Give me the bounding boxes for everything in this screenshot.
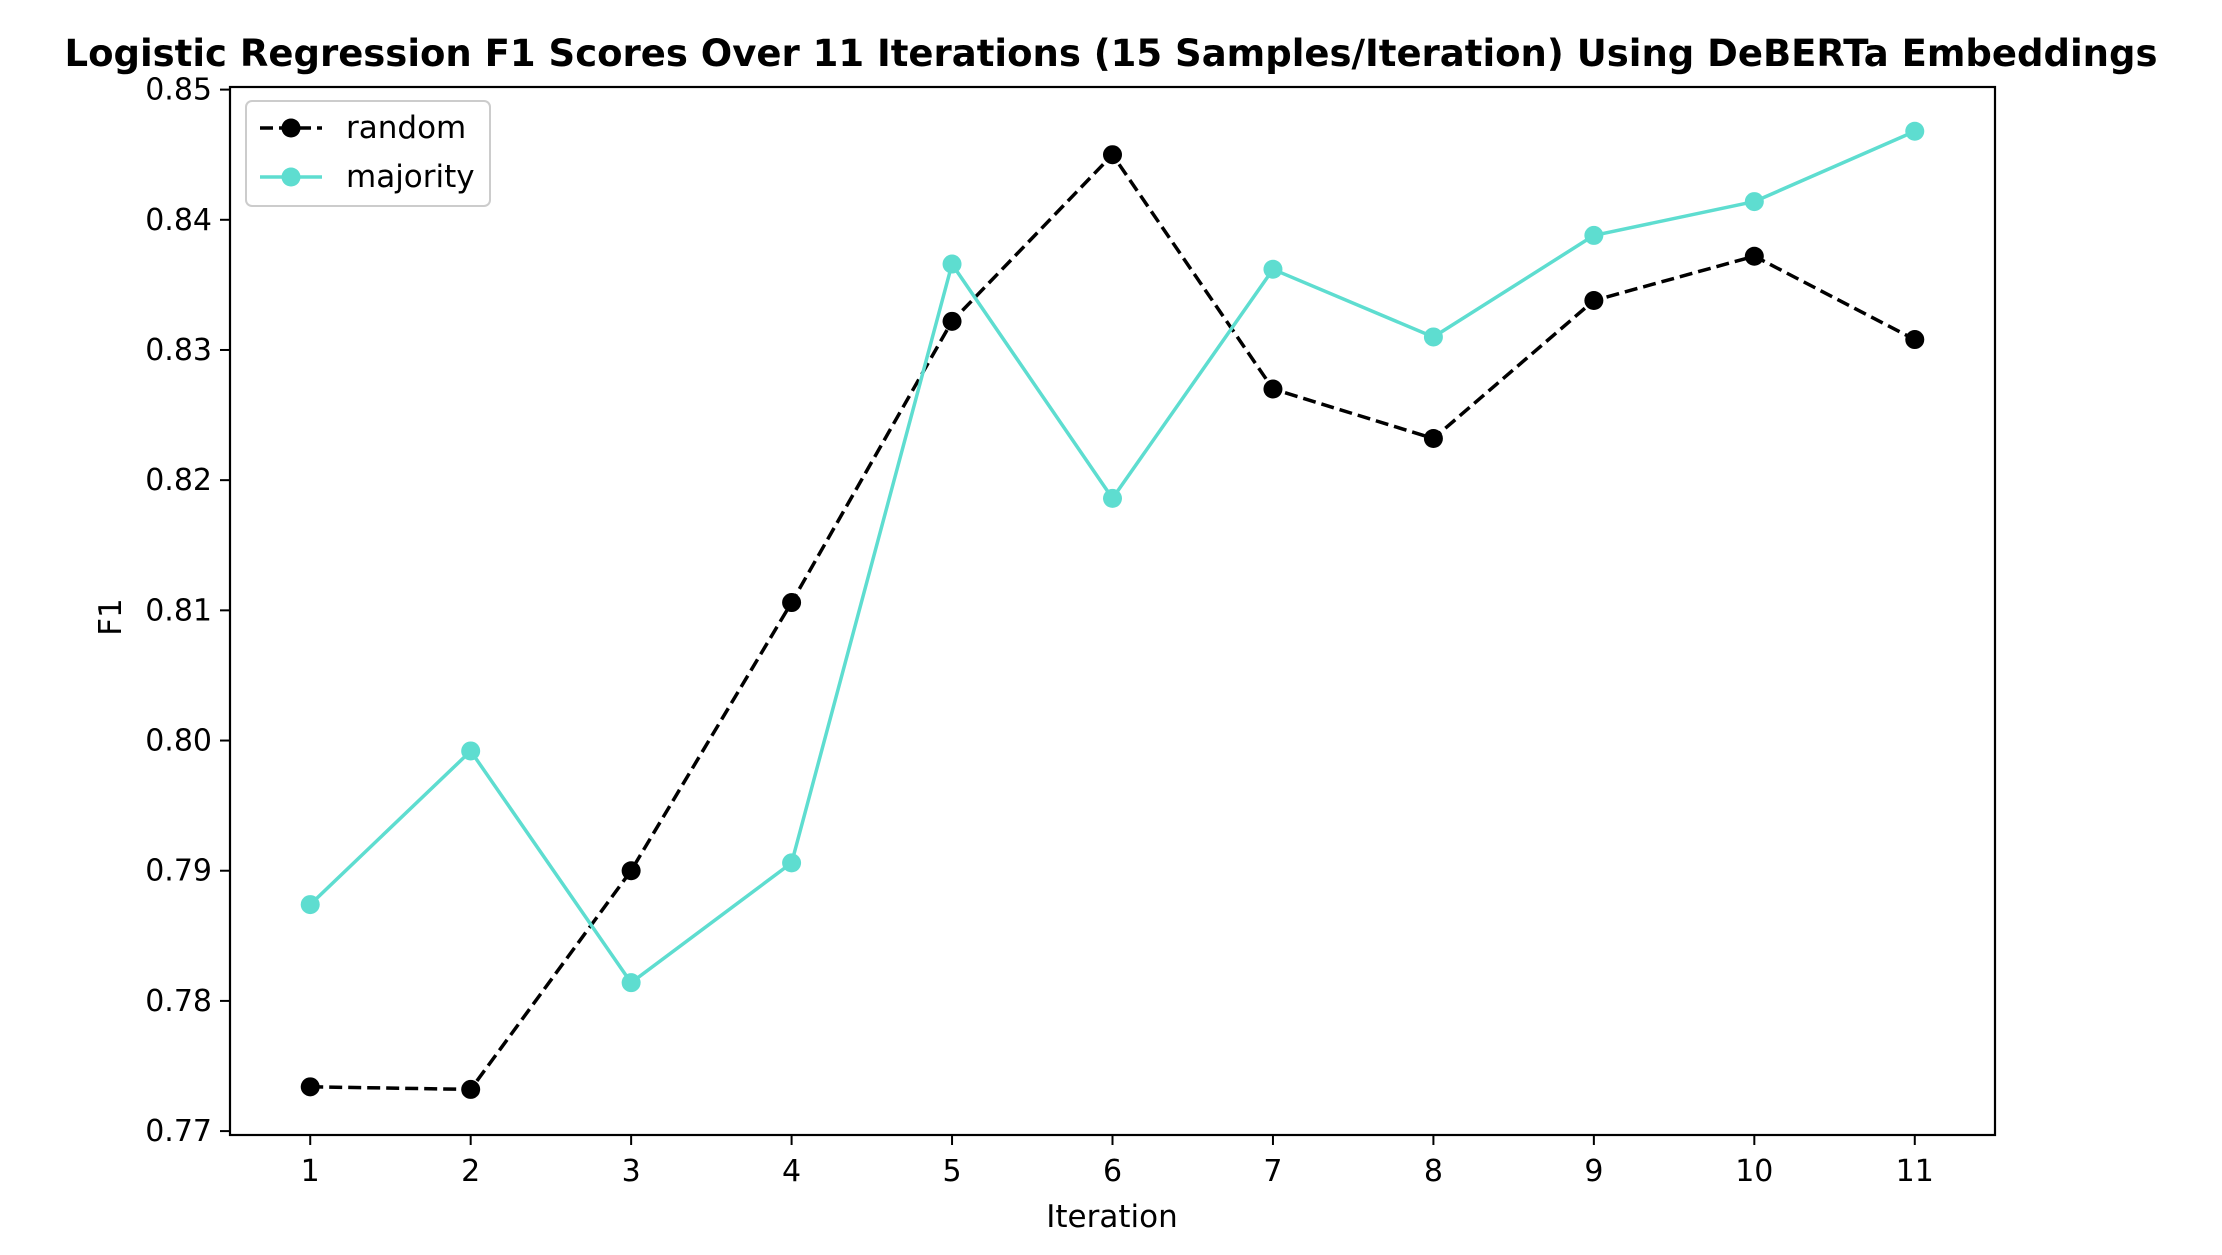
series-layer [300,121,1925,1099]
x-tick-label: 3 [622,1154,641,1189]
data-point-majority [782,853,802,873]
legend-label-majority: majority [346,159,475,195]
data-point-majority [1744,192,1764,212]
x-tick-label: 7 [1263,1154,1282,1189]
x-tick-label: 2 [461,1154,480,1189]
y-tick-label: 0.82 [145,463,212,498]
x-tick-label: 10 [1735,1154,1773,1189]
legend-entry-random: random [260,110,466,146]
series-random [300,145,1925,1099]
data-point-random [1263,379,1283,399]
y-tick-label: 0.85 [145,73,212,108]
x-tick-label: 8 [1424,1154,1443,1189]
x-tick-label: 4 [782,1154,801,1189]
data-point-random [461,1079,481,1099]
y-tick-label: 0.81 [145,593,212,628]
x-tick-label: 5 [942,1154,961,1189]
y-axis: 0.77 0.78 0.79 0.80 0.81 0.82 0.83 0.84 0.85 [145,73,230,1149]
data-point-random [1905,330,1925,350]
data-point-majority [1423,327,1443,347]
data-point-majority [1584,225,1604,245]
data-point-random [1744,246,1764,266]
x-tick-label: 6 [1103,1154,1122,1189]
x-axis: 1 2 3 4 5 6 7 8 9 10 11 [301,1135,1934,1189]
legend-entries: random majority [260,110,475,195]
data-point-majority [300,895,320,915]
y-tick-label: 0.80 [145,724,212,759]
data-point-majority [1263,259,1283,279]
data-point-majority [621,973,641,993]
y-tick-label: 0.77 [145,1114,212,1149]
series-majority [300,121,1925,993]
y-tick-label: 0.78 [145,984,212,1019]
data-point-random [300,1077,320,1097]
data-point-majority [1103,488,1122,508]
legend-label-random: random [346,110,466,146]
x-tick-label: 1 [301,1154,320,1189]
y-tick-label: 0.84 [145,203,212,238]
data-point-random [1584,291,1604,311]
data-point-majority [461,741,481,761]
y-tick-label: 0.83 [145,333,212,368]
x-axis-label: Iteration [1046,1199,1178,1235]
chart-title: Logistic Regression F1 Scores Over 11 It… [65,32,2158,75]
data-point-random [1103,145,1122,165]
data-point-random [621,861,641,881]
x-tick-label: 9 [1584,1154,1603,1189]
legend-marker-majority [281,167,301,187]
legend-entry-majority: majority [260,159,475,195]
data-point-random [1423,429,1443,449]
data-point-majority [942,254,962,274]
data-point-random [942,311,962,331]
legend-marker-random [281,118,301,138]
legend: random majority [245,100,491,207]
y-tick-label: 0.79 [145,854,212,889]
x-tick-label: 11 [1896,1154,1934,1189]
y-axis-label: F1 [93,598,129,636]
data-point-random [782,593,802,613]
data-point-majority [1905,121,1925,141]
